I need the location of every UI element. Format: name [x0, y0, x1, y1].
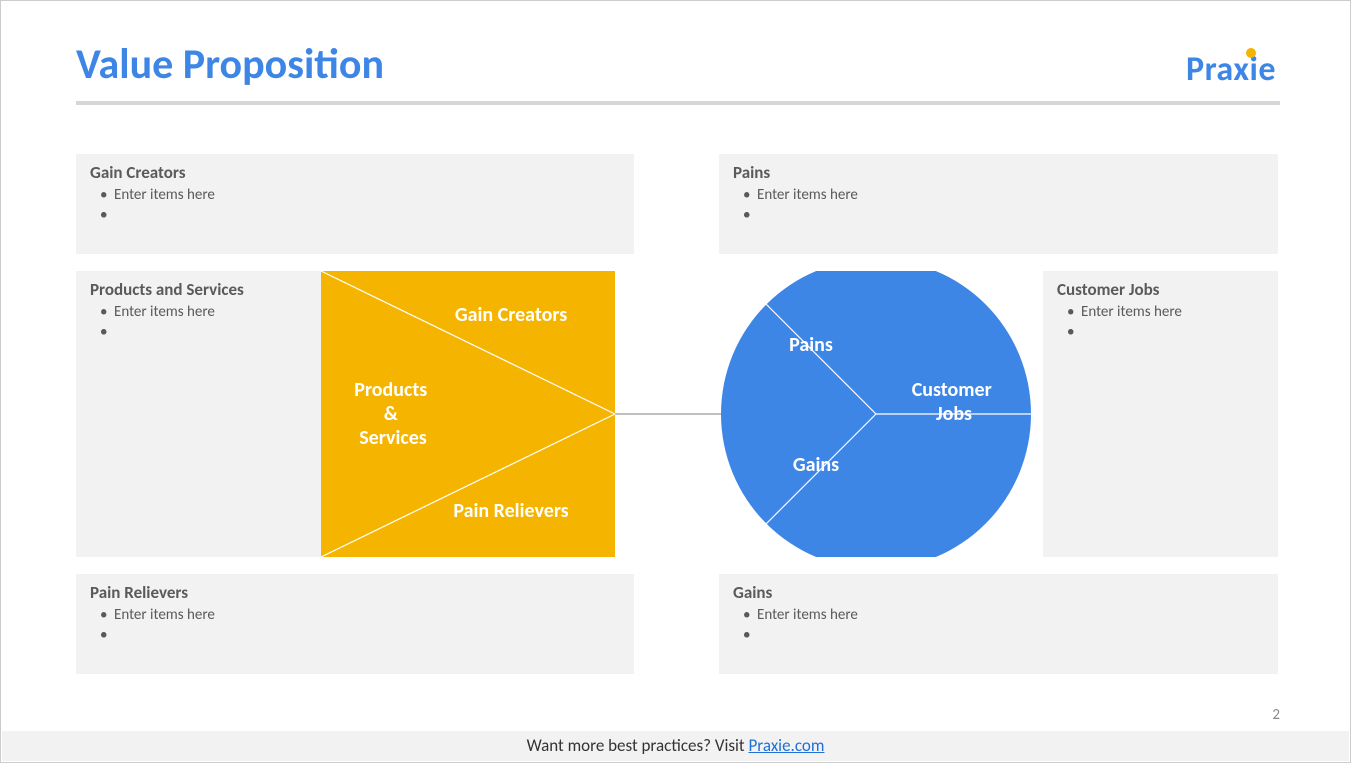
list-item[interactable]: Enter items here — [1067, 302, 1264, 322]
gain-creators-title: Gain Creators — [90, 162, 620, 183]
products-services-box[interactable]: Products and Services Enter items here — [76, 271, 321, 557]
gain-creators-box[interactable]: Gain Creators Enter items here — [76, 154, 634, 254]
customer-jobs-title: Customer Jobs — [1057, 279, 1264, 300]
pain-relievers-title: Pain Relievers — [90, 582, 620, 603]
title-divider — [76, 101, 1280, 105]
gain-creators-list: Enter items here — [90, 185, 620, 205]
footer-bar: Want more best practices? Visit Praxie.c… — [2, 731, 1349, 761]
footer-link[interactable]: Praxie.com — [748, 735, 824, 756]
list-item[interactable]: Enter items here — [100, 605, 620, 625]
pain-relievers-box[interactable]: Pain Relievers Enter items here — [76, 574, 634, 674]
products-services-list: Enter items here — [90, 302, 307, 322]
customer-jobs-list: Enter items here — [1057, 302, 1264, 322]
circle-label-pains: Pains — [789, 333, 833, 357]
value-map-square: Products & Services Gain Creators Pain R… — [321, 271, 615, 557]
list-item[interactable]: Enter items here — [743, 605, 1264, 625]
pain-relievers-list: Enter items here — [90, 605, 620, 625]
square-label-pain-relievers: Pain Relievers — [453, 499, 568, 523]
gains-list: Enter items here — [733, 605, 1264, 625]
list-item[interactable]: Enter items here — [743, 185, 1264, 205]
circle-label-gains: Gains — [793, 453, 839, 477]
diagram-svg: Products & Services Gain Creators Pain R… — [321, 271, 1041, 557]
products-services-title: Products and Services — [90, 279, 307, 300]
value-prop-diagram: Products & Services Gain Creators Pain R… — [321, 271, 1041, 557]
gains-box[interactable]: Gains Enter items here — [719, 574, 1278, 674]
customer-profile-circle: Pains Gains Customer Jobs — [721, 271, 1031, 557]
logo-text: Praxie — [1186, 49, 1276, 90]
gains-title: Gains — [733, 582, 1264, 603]
logo-dot-icon — [1246, 48, 1256, 58]
pains-list: Enter items here — [733, 185, 1264, 205]
customer-jobs-box[interactable]: Customer Jobs Enter items here — [1043, 271, 1278, 557]
footer-text: Want more best practices? Visit — [527, 735, 749, 756]
slide-frame: Value Proposition Praxie Gain Creators E… — [0, 0, 1351, 763]
page-title: Value Proposition — [76, 39, 384, 90]
pains-box[interactable]: Pains Enter items here — [719, 154, 1278, 254]
list-item[interactable]: Enter items here — [100, 185, 620, 205]
page-number: 2 — [1272, 706, 1280, 724]
pains-title: Pains — [733, 162, 1264, 183]
list-item[interactable]: Enter items here — [100, 302, 307, 322]
logo: Praxie — [1186, 49, 1276, 90]
square-label-gain-creators: Gain Creators — [455, 303, 567, 327]
